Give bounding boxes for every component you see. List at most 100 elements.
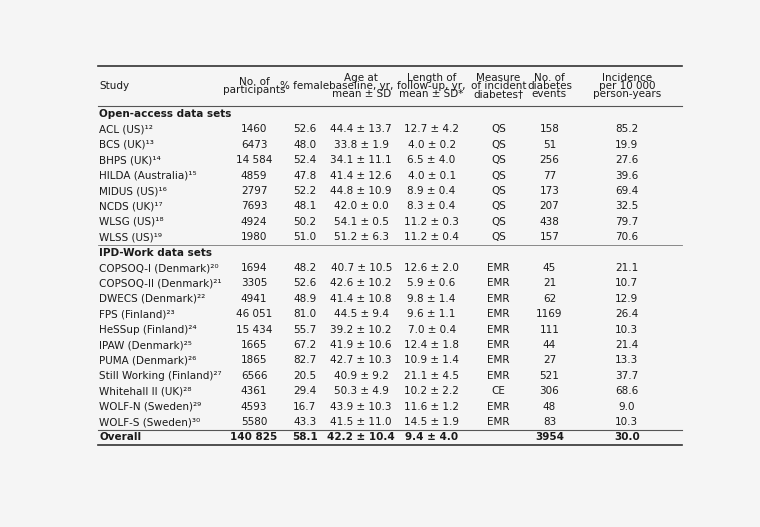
Text: WLSG (US)¹⁸: WLSG (US)¹⁸ — [100, 217, 164, 227]
Text: PUMA (Denmark)²⁶: PUMA (Denmark)²⁶ — [100, 355, 197, 365]
Text: 52.6: 52.6 — [293, 124, 316, 134]
Text: 40.9 ± 9.2: 40.9 ± 9.2 — [334, 371, 388, 381]
Text: 1169: 1169 — [536, 309, 562, 319]
Text: 19.9: 19.9 — [616, 140, 638, 150]
Text: BCS (UK)¹³: BCS (UK)¹³ — [100, 140, 154, 150]
Text: Study: Study — [100, 81, 130, 91]
Text: 5.9 ± 0.6: 5.9 ± 0.6 — [407, 278, 456, 288]
Text: IPD-Work data sets: IPD-Work data sets — [100, 248, 213, 258]
Text: Still Working (Finland)²⁷: Still Working (Finland)²⁷ — [100, 371, 222, 381]
Text: 157: 157 — [540, 232, 559, 242]
Text: 1460: 1460 — [241, 124, 268, 134]
Text: 46 051: 46 051 — [236, 309, 272, 319]
Text: No. of: No. of — [534, 73, 565, 83]
Text: 48: 48 — [543, 402, 556, 412]
Text: 111: 111 — [540, 325, 559, 335]
Text: EMR: EMR — [487, 263, 510, 273]
Text: 39.6: 39.6 — [616, 171, 638, 181]
Text: 77: 77 — [543, 171, 556, 181]
Text: 11.6 ± 1.2: 11.6 ± 1.2 — [404, 402, 459, 412]
Text: 21: 21 — [543, 278, 556, 288]
Text: HeSSup (Finland)²⁴: HeSSup (Finland)²⁴ — [100, 325, 197, 335]
Text: 140 825: 140 825 — [230, 433, 277, 443]
Text: 82.7: 82.7 — [293, 355, 316, 365]
Text: 173: 173 — [540, 186, 559, 196]
Text: 14.5 ± 1.9: 14.5 ± 1.9 — [404, 417, 459, 427]
Text: 6473: 6473 — [241, 140, 268, 150]
Text: COPSOQ-I (Denmark)²⁰: COPSOQ-I (Denmark)²⁰ — [100, 263, 219, 273]
Text: 4859: 4859 — [241, 171, 268, 181]
Text: Whitehall II (UK)²⁸: Whitehall II (UK)²⁸ — [100, 386, 192, 396]
Text: 4924: 4924 — [241, 217, 268, 227]
Text: 11.2 ± 0.4: 11.2 ± 0.4 — [404, 232, 459, 242]
Text: 69.4: 69.4 — [616, 186, 638, 196]
Text: 50.2: 50.2 — [293, 217, 316, 227]
Text: 44: 44 — [543, 340, 556, 350]
Text: QS: QS — [491, 201, 506, 211]
Text: Incidence: Incidence — [602, 73, 652, 83]
Text: per 10 000: per 10 000 — [599, 81, 655, 91]
Text: 12.4 ± 1.8: 12.4 ± 1.8 — [404, 340, 459, 350]
Text: 20.5: 20.5 — [293, 371, 316, 381]
Text: 3954: 3954 — [535, 433, 564, 443]
Text: 15 434: 15 434 — [236, 325, 272, 335]
Text: 8.9 ± 0.4: 8.9 ± 0.4 — [407, 186, 456, 196]
Text: 42.7 ± 10.3: 42.7 ± 10.3 — [331, 355, 392, 365]
Text: QS: QS — [491, 232, 506, 242]
Text: 40.7 ± 10.5: 40.7 ± 10.5 — [331, 263, 392, 273]
Text: 9.8 ± 1.4: 9.8 ± 1.4 — [407, 294, 456, 304]
Text: QS: QS — [491, 186, 506, 196]
Text: WOLF-S (Sweden)³⁰: WOLF-S (Sweden)³⁰ — [100, 417, 201, 427]
Text: 1980: 1980 — [241, 232, 268, 242]
Text: baseline, yr,: baseline, yr, — [329, 81, 394, 91]
Text: 14 584: 14 584 — [236, 155, 272, 165]
Text: 256: 256 — [540, 155, 559, 165]
Text: 12.9: 12.9 — [616, 294, 638, 304]
Text: 30.0: 30.0 — [614, 433, 640, 443]
Text: 10.7: 10.7 — [616, 278, 638, 288]
Text: mean ± SD*: mean ± SD* — [400, 90, 464, 100]
Text: NCDS (UK)¹⁷: NCDS (UK)¹⁷ — [100, 201, 163, 211]
Text: 52.4: 52.4 — [293, 155, 316, 165]
Text: 1865: 1865 — [241, 355, 268, 365]
Text: DWECS (Denmark)²²: DWECS (Denmark)²² — [100, 294, 206, 304]
Text: EMR: EMR — [487, 371, 510, 381]
Text: 83: 83 — [543, 417, 556, 427]
Text: QS: QS — [491, 217, 506, 227]
Text: WOLF-N (Sweden)²⁹: WOLF-N (Sweden)²⁹ — [100, 402, 201, 412]
Text: participants: participants — [223, 85, 285, 95]
Text: WLSS (US)¹⁹: WLSS (US)¹⁹ — [100, 232, 163, 242]
Text: 34.1 ± 11.1: 34.1 ± 11.1 — [331, 155, 392, 165]
Text: mean ± SD: mean ± SD — [331, 90, 391, 100]
Text: diabetes: diabetes — [527, 81, 572, 91]
Text: 39.2 ± 10.2: 39.2 ± 10.2 — [331, 325, 392, 335]
Text: 13.3: 13.3 — [616, 355, 638, 365]
Text: events: events — [532, 90, 567, 100]
Text: 10.3: 10.3 — [616, 417, 638, 427]
Text: Measure: Measure — [477, 73, 521, 83]
Text: 7.0 ± 0.4: 7.0 ± 0.4 — [407, 325, 456, 335]
Text: 42.6 ± 10.2: 42.6 ± 10.2 — [331, 278, 392, 288]
Text: 68.6: 68.6 — [616, 386, 638, 396]
Text: EMR: EMR — [487, 402, 510, 412]
Text: 21.1: 21.1 — [616, 263, 638, 273]
Text: CE: CE — [492, 386, 505, 396]
Text: EMR: EMR — [487, 325, 510, 335]
Text: 42.2 ± 10.4: 42.2 ± 10.4 — [328, 433, 395, 443]
Text: 41.4 ± 12.6: 41.4 ± 12.6 — [331, 171, 392, 181]
Text: 12.6 ± 2.0: 12.6 ± 2.0 — [404, 263, 459, 273]
Text: 4941: 4941 — [241, 294, 268, 304]
Text: 10.3: 10.3 — [616, 325, 638, 335]
Text: 48.1: 48.1 — [293, 201, 316, 211]
Text: EMR: EMR — [487, 294, 510, 304]
Text: Open-access data sets: Open-access data sets — [100, 109, 232, 119]
Text: 2797: 2797 — [241, 186, 268, 196]
Text: 32.5: 32.5 — [616, 201, 638, 211]
Text: 306: 306 — [540, 386, 559, 396]
Text: EMR: EMR — [487, 278, 510, 288]
Text: QS: QS — [491, 140, 506, 150]
Text: 16.7: 16.7 — [293, 402, 316, 412]
Text: QS: QS — [491, 171, 506, 181]
Text: 67.2: 67.2 — [293, 340, 316, 350]
Text: IPAW (Denmark)²⁵: IPAW (Denmark)²⁵ — [100, 340, 192, 350]
